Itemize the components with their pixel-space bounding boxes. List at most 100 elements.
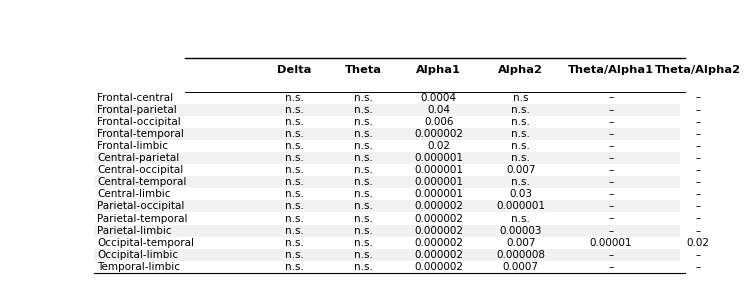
- Text: Delta: Delta: [277, 65, 312, 75]
- Text: Frontal-occipital: Frontal-occipital: [97, 117, 181, 127]
- Text: –: –: [695, 262, 701, 272]
- Text: n.s.: n.s.: [285, 165, 304, 175]
- Text: n.s.: n.s.: [354, 93, 373, 103]
- Text: –: –: [609, 250, 614, 260]
- Text: –: –: [609, 213, 614, 224]
- Text: –: –: [609, 225, 614, 236]
- Text: Central-limbic: Central-limbic: [97, 189, 171, 199]
- Text: –: –: [609, 117, 614, 127]
- Text: 0.02: 0.02: [427, 141, 450, 151]
- Text: 0.00003: 0.00003: [499, 225, 542, 236]
- Text: –: –: [695, 165, 701, 175]
- Text: Theta/Alpha2: Theta/Alpha2: [655, 65, 741, 75]
- FancyBboxPatch shape: [94, 201, 680, 213]
- Text: Frontal-parietal: Frontal-parietal: [97, 105, 177, 115]
- Text: n.s.: n.s.: [511, 177, 530, 187]
- Text: –: –: [609, 153, 614, 163]
- Text: n.s.: n.s.: [354, 238, 373, 248]
- Text: Theta/Alpha1: Theta/Alpha1: [568, 65, 654, 75]
- Text: n.s.: n.s.: [285, 213, 304, 224]
- Text: n.s.: n.s.: [285, 250, 304, 260]
- FancyBboxPatch shape: [94, 91, 680, 103]
- Text: 0.000008: 0.000008: [496, 250, 545, 260]
- FancyBboxPatch shape: [94, 103, 680, 116]
- Text: 0.000002: 0.000002: [414, 201, 464, 211]
- Text: n.s.: n.s.: [511, 141, 530, 151]
- FancyBboxPatch shape: [94, 164, 680, 176]
- Text: –: –: [695, 213, 701, 224]
- Text: n.s.: n.s.: [285, 117, 304, 127]
- Text: Temporal-limbic: Temporal-limbic: [97, 262, 180, 272]
- Text: –: –: [609, 93, 614, 103]
- Text: Central-parietal: Central-parietal: [97, 153, 180, 163]
- Text: –: –: [695, 177, 701, 187]
- Text: –: –: [609, 129, 614, 139]
- Text: 0.000001: 0.000001: [414, 165, 464, 175]
- Text: 0.000001: 0.000001: [414, 153, 464, 163]
- Text: 0.000002: 0.000002: [414, 213, 464, 224]
- Text: n.s.: n.s.: [285, 262, 304, 272]
- FancyBboxPatch shape: [94, 116, 680, 128]
- Text: n.s.: n.s.: [285, 105, 304, 115]
- Text: n.s.: n.s.: [285, 189, 304, 199]
- Text: 0.000001: 0.000001: [414, 189, 464, 199]
- Text: Alpha2: Alpha2: [498, 65, 543, 75]
- Text: Frontal-temporal: Frontal-temporal: [97, 129, 184, 139]
- Text: 0.000002: 0.000002: [414, 238, 464, 248]
- Text: n.s.: n.s.: [285, 238, 304, 248]
- Text: n.s.: n.s.: [511, 129, 530, 139]
- Text: 0.0007: 0.0007: [503, 262, 538, 272]
- FancyBboxPatch shape: [94, 225, 680, 237]
- FancyBboxPatch shape: [94, 237, 680, 249]
- Text: –: –: [695, 153, 701, 163]
- Text: n.s.: n.s.: [354, 250, 373, 260]
- Text: Frontal-central: Frontal-central: [97, 93, 174, 103]
- Text: 0.000002: 0.000002: [414, 250, 464, 260]
- Text: –: –: [609, 262, 614, 272]
- Text: –: –: [609, 141, 614, 151]
- Text: 0.04: 0.04: [427, 105, 450, 115]
- Text: n.s: n.s: [513, 93, 528, 103]
- Text: n.s.: n.s.: [285, 201, 304, 211]
- Text: Occipital-temporal: Occipital-temporal: [97, 238, 194, 248]
- Text: 0.000002: 0.000002: [414, 225, 464, 236]
- Text: n.s.: n.s.: [354, 177, 373, 187]
- Text: n.s.: n.s.: [285, 225, 304, 236]
- Text: Parietal-limbic: Parietal-limbic: [97, 225, 172, 236]
- Text: 0.007: 0.007: [506, 165, 535, 175]
- Text: n.s.: n.s.: [354, 262, 373, 272]
- Text: Frontal-limbic: Frontal-limbic: [97, 141, 168, 151]
- Text: –: –: [695, 250, 701, 260]
- Text: Central-occipital: Central-occipital: [97, 165, 183, 175]
- Text: 0.0004: 0.0004: [421, 93, 457, 103]
- Text: n.s.: n.s.: [511, 153, 530, 163]
- FancyBboxPatch shape: [94, 188, 680, 201]
- FancyBboxPatch shape: [94, 128, 680, 140]
- Text: Theta: Theta: [345, 65, 382, 75]
- Text: n.s.: n.s.: [354, 129, 373, 139]
- FancyBboxPatch shape: [94, 249, 680, 261]
- Text: –: –: [695, 141, 701, 151]
- Text: –: –: [695, 201, 701, 211]
- Text: Central-temporal: Central-temporal: [97, 177, 186, 187]
- FancyBboxPatch shape: [94, 152, 680, 164]
- Text: 0.000002: 0.000002: [414, 262, 464, 272]
- FancyBboxPatch shape: [94, 176, 680, 188]
- Text: –: –: [695, 225, 701, 236]
- FancyBboxPatch shape: [94, 140, 680, 152]
- Text: 0.006: 0.006: [424, 117, 454, 127]
- FancyBboxPatch shape: [94, 261, 680, 273]
- Text: n.s.: n.s.: [354, 117, 373, 127]
- Text: n.s.: n.s.: [285, 153, 304, 163]
- Text: –: –: [695, 93, 701, 103]
- Text: n.s.: n.s.: [354, 213, 373, 224]
- Text: –: –: [695, 129, 701, 139]
- Text: n.s.: n.s.: [354, 141, 373, 151]
- Text: Parietal-temporal: Parietal-temporal: [97, 213, 188, 224]
- Text: –: –: [609, 201, 614, 211]
- Text: n.s.: n.s.: [511, 213, 530, 224]
- Text: 0.03: 0.03: [509, 189, 532, 199]
- Text: 0.000001: 0.000001: [414, 177, 464, 187]
- Text: n.s.: n.s.: [354, 225, 373, 236]
- Text: 0.000001: 0.000001: [496, 201, 545, 211]
